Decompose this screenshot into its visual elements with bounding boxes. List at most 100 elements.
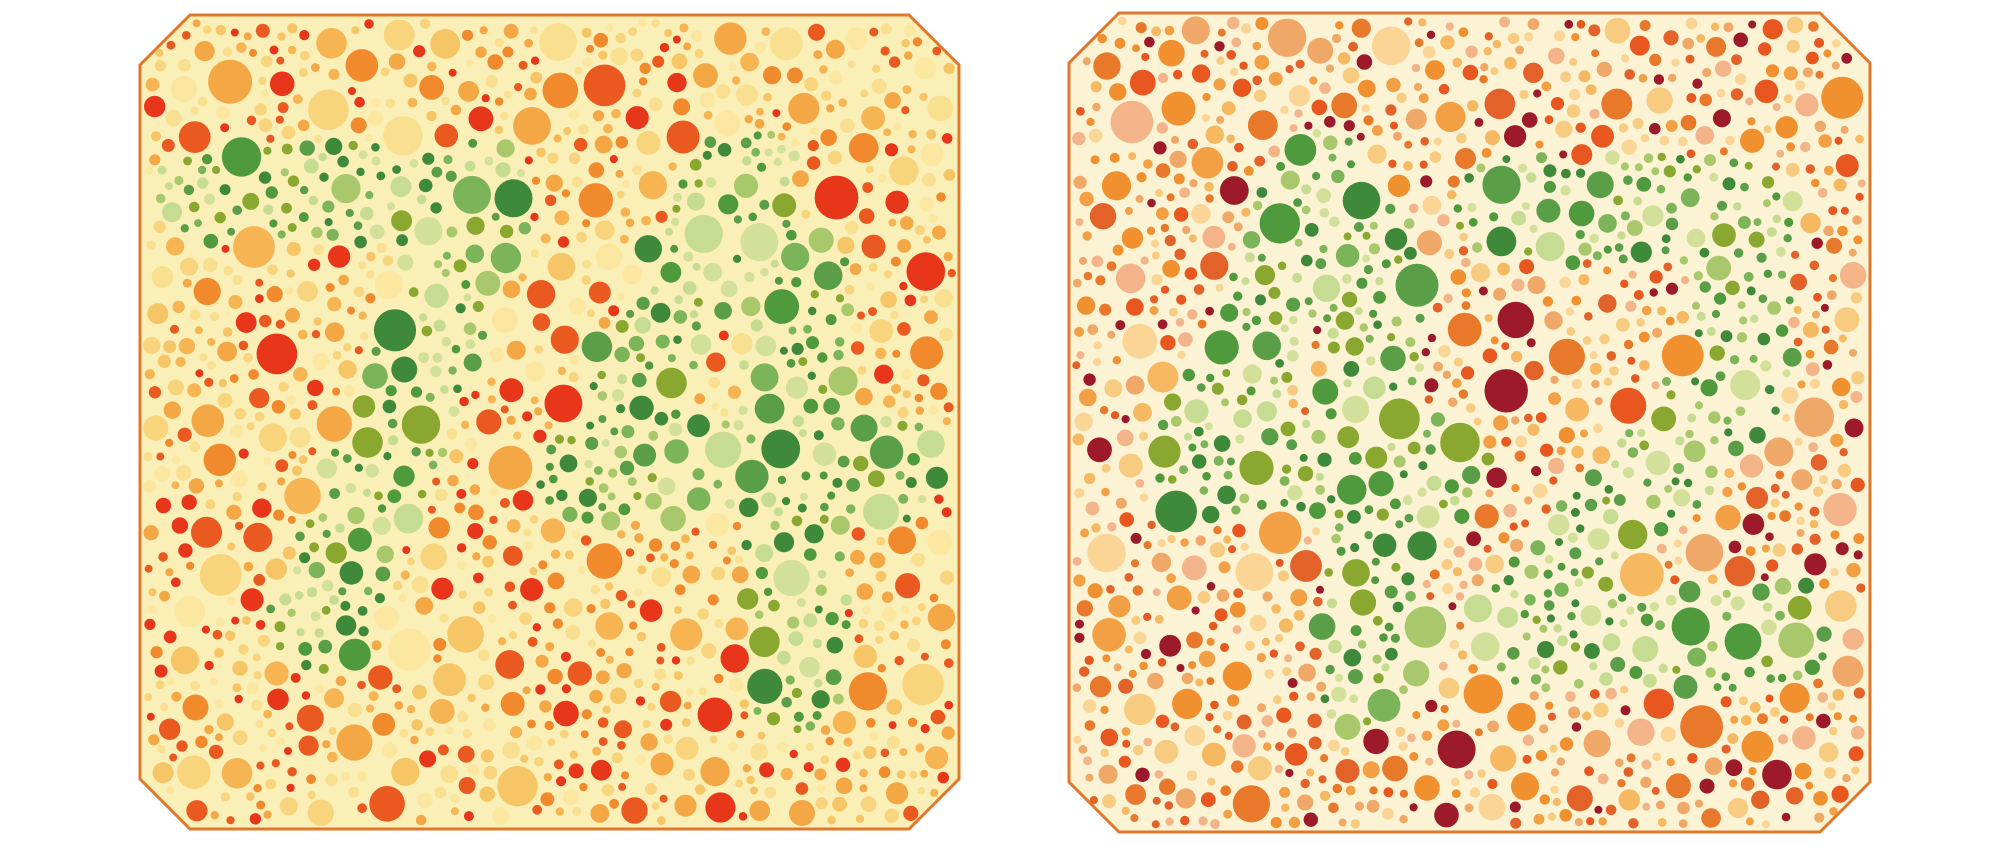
dot	[1213, 725, 1222, 734]
dot	[387, 418, 398, 429]
dot	[1586, 171, 1614, 199]
dot	[1643, 478, 1652, 487]
dot	[852, 751, 861, 760]
dot	[1774, 577, 1792, 595]
dot	[1101, 463, 1111, 473]
dot	[1599, 333, 1610, 345]
dot	[1794, 437, 1803, 446]
dot	[866, 282, 875, 291]
dot	[788, 92, 820, 125]
dot	[187, 383, 202, 398]
dot	[584, 459, 593, 469]
dot	[478, 649, 490, 662]
dot	[1786, 16, 1804, 34]
dot	[851, 527, 865, 541]
dot	[1188, 234, 1197, 243]
dot	[165, 568, 174, 577]
dot	[674, 584, 686, 596]
dot	[1844, 418, 1864, 438]
dot	[540, 233, 551, 244]
dot	[1463, 674, 1503, 714]
dot	[357, 803, 367, 814]
dot	[1101, 487, 1110, 497]
dot	[611, 389, 625, 402]
dot	[1306, 768, 1315, 777]
dot	[391, 356, 418, 383]
dot	[286, 395, 297, 405]
dot	[489, 347, 505, 362]
dot	[1133, 744, 1144, 756]
dot	[1524, 564, 1539, 579]
dot	[1853, 235, 1863, 245]
dot	[1233, 291, 1243, 301]
dot	[925, 466, 949, 489]
dot	[1678, 819, 1688, 828]
dot	[359, 331, 369, 341]
dot	[777, 650, 791, 665]
dot	[1087, 583, 1103, 599]
dot	[1350, 819, 1361, 829]
dot	[1462, 64, 1479, 81]
dot	[1429, 151, 1442, 163]
dot	[1507, 647, 1520, 660]
dot	[650, 286, 659, 295]
dot	[1683, 478, 1693, 488]
dot	[1810, 454, 1828, 471]
dot	[940, 570, 954, 585]
dot	[1213, 455, 1224, 466]
dot	[698, 687, 707, 696]
dot	[827, 150, 842, 165]
dot	[1234, 142, 1244, 153]
dot	[369, 224, 385, 239]
dot	[704, 136, 717, 148]
dot	[467, 523, 484, 539]
dot	[738, 405, 748, 415]
dot	[593, 32, 609, 48]
dot	[1092, 102, 1101, 112]
dot	[569, 297, 587, 315]
dot	[485, 75, 498, 88]
dot	[407, 97, 418, 108]
dot	[1471, 574, 1484, 587]
dot	[1148, 435, 1181, 468]
dot	[1313, 596, 1323, 607]
dot	[1848, 248, 1857, 257]
dot	[727, 741, 738, 752]
dot	[1440, 35, 1455, 50]
dot	[1456, 621, 1465, 630]
dot	[589, 382, 598, 391]
dot	[660, 718, 673, 731]
dot	[275, 319, 285, 329]
dot	[1778, 622, 1814, 658]
dot	[675, 736, 699, 760]
dot	[1177, 350, 1186, 359]
dot	[671, 409, 681, 419]
dot	[1511, 484, 1520, 493]
dot	[1422, 45, 1436, 59]
dot	[1519, 89, 1529, 100]
dot	[1143, 737, 1153, 747]
dot	[596, 648, 606, 657]
dot	[1828, 206, 1838, 216]
dot	[450, 104, 462, 116]
dot	[1851, 725, 1865, 740]
dot	[212, 629, 223, 640]
dot	[348, 140, 358, 151]
dot	[718, 194, 739, 215]
dot	[1221, 398, 1229, 407]
dot	[1560, 185, 1571, 196]
dot	[155, 193, 166, 204]
dot	[353, 221, 363, 231]
dot	[648, 538, 663, 552]
dot	[1154, 770, 1164, 779]
dot	[633, 492, 642, 500]
dot	[1347, 510, 1361, 524]
dot	[1405, 337, 1416, 348]
dot	[1147, 198, 1156, 208]
dot	[1157, 319, 1168, 330]
dot	[1740, 777, 1755, 791]
dot	[1652, 752, 1662, 762]
dot	[791, 277, 802, 288]
dot	[1202, 92, 1211, 102]
dot	[545, 174, 563, 192]
